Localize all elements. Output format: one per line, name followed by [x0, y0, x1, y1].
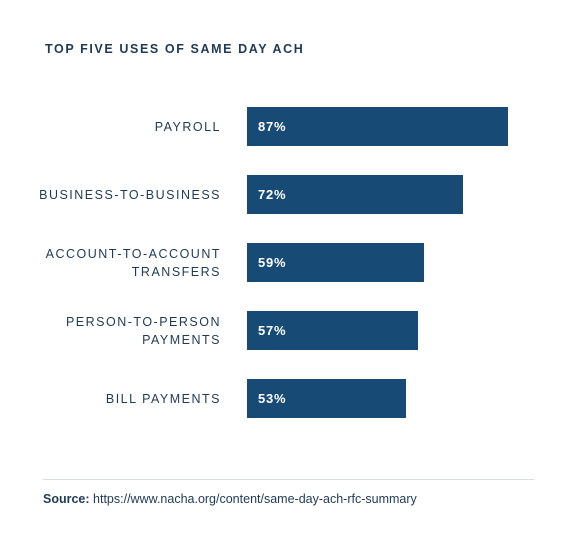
category-label-line: PERSON-TO-PERSON — [66, 315, 221, 329]
category-label-2: BUSINESS-TO-BUSINESS — [39, 188, 221, 202]
category-label-line: BILL PAYMENTS — [106, 392, 221, 406]
category-label-line: BUSINESS-TO-BUSINESS — [39, 188, 221, 202]
category-label-line: TRANSFERS — [132, 265, 221, 279]
source-url: https://www.nacha.org/content/same-day-a… — [93, 492, 417, 506]
category-label-5: BILL PAYMENTS — [106, 392, 221, 406]
value-label-2: 72% — [258, 187, 286, 202]
bar-3 — [247, 243, 424, 282]
bar-2 — [247, 175, 463, 214]
source-note: Source: https://www.nacha.org/content/sa… — [43, 492, 417, 506]
category-label-1: PAYROLL — [155, 120, 221, 134]
value-label-3: 59% — [258, 255, 286, 270]
bar-chart: PAYROLL BUSINESS-TO-BUSINESS ACCOUNT-TO-AC… — [39, 107, 508, 418]
source-label: Source: — [43, 492, 90, 506]
category-label-3: ACCOUNT-TO-ACCOUNT TRANSFERS — [46, 247, 221, 279]
bar-1 — [247, 107, 508, 146]
category-label-4: PERSON-TO-PERSON PAYMENTS — [66, 315, 221, 347]
divider — [43, 479, 534, 480]
category-label-line: ACCOUNT-TO-ACCOUNT — [46, 247, 221, 261]
value-labels-group: 87% 72% 59% 57% 53% — [258, 119, 286, 406]
bar-5 — [247, 379, 406, 418]
category-label-line: PAYMENTS — [142, 333, 221, 347]
value-label-5: 53% — [258, 391, 286, 406]
category-label-line: PAYROLL — [155, 120, 221, 134]
category-labels-group: PAYROLL BUSINESS-TO-BUSINESS ACCOUNT-TO-AC… — [39, 120, 221, 406]
bars-group — [247, 107, 508, 418]
chart-title: TOP FIVE USES OF SAME DAY ACH — [45, 42, 305, 56]
value-label-4: 57% — [258, 323, 286, 338]
value-label-1: 87% — [258, 119, 286, 134]
bar-4 — [247, 311, 418, 350]
